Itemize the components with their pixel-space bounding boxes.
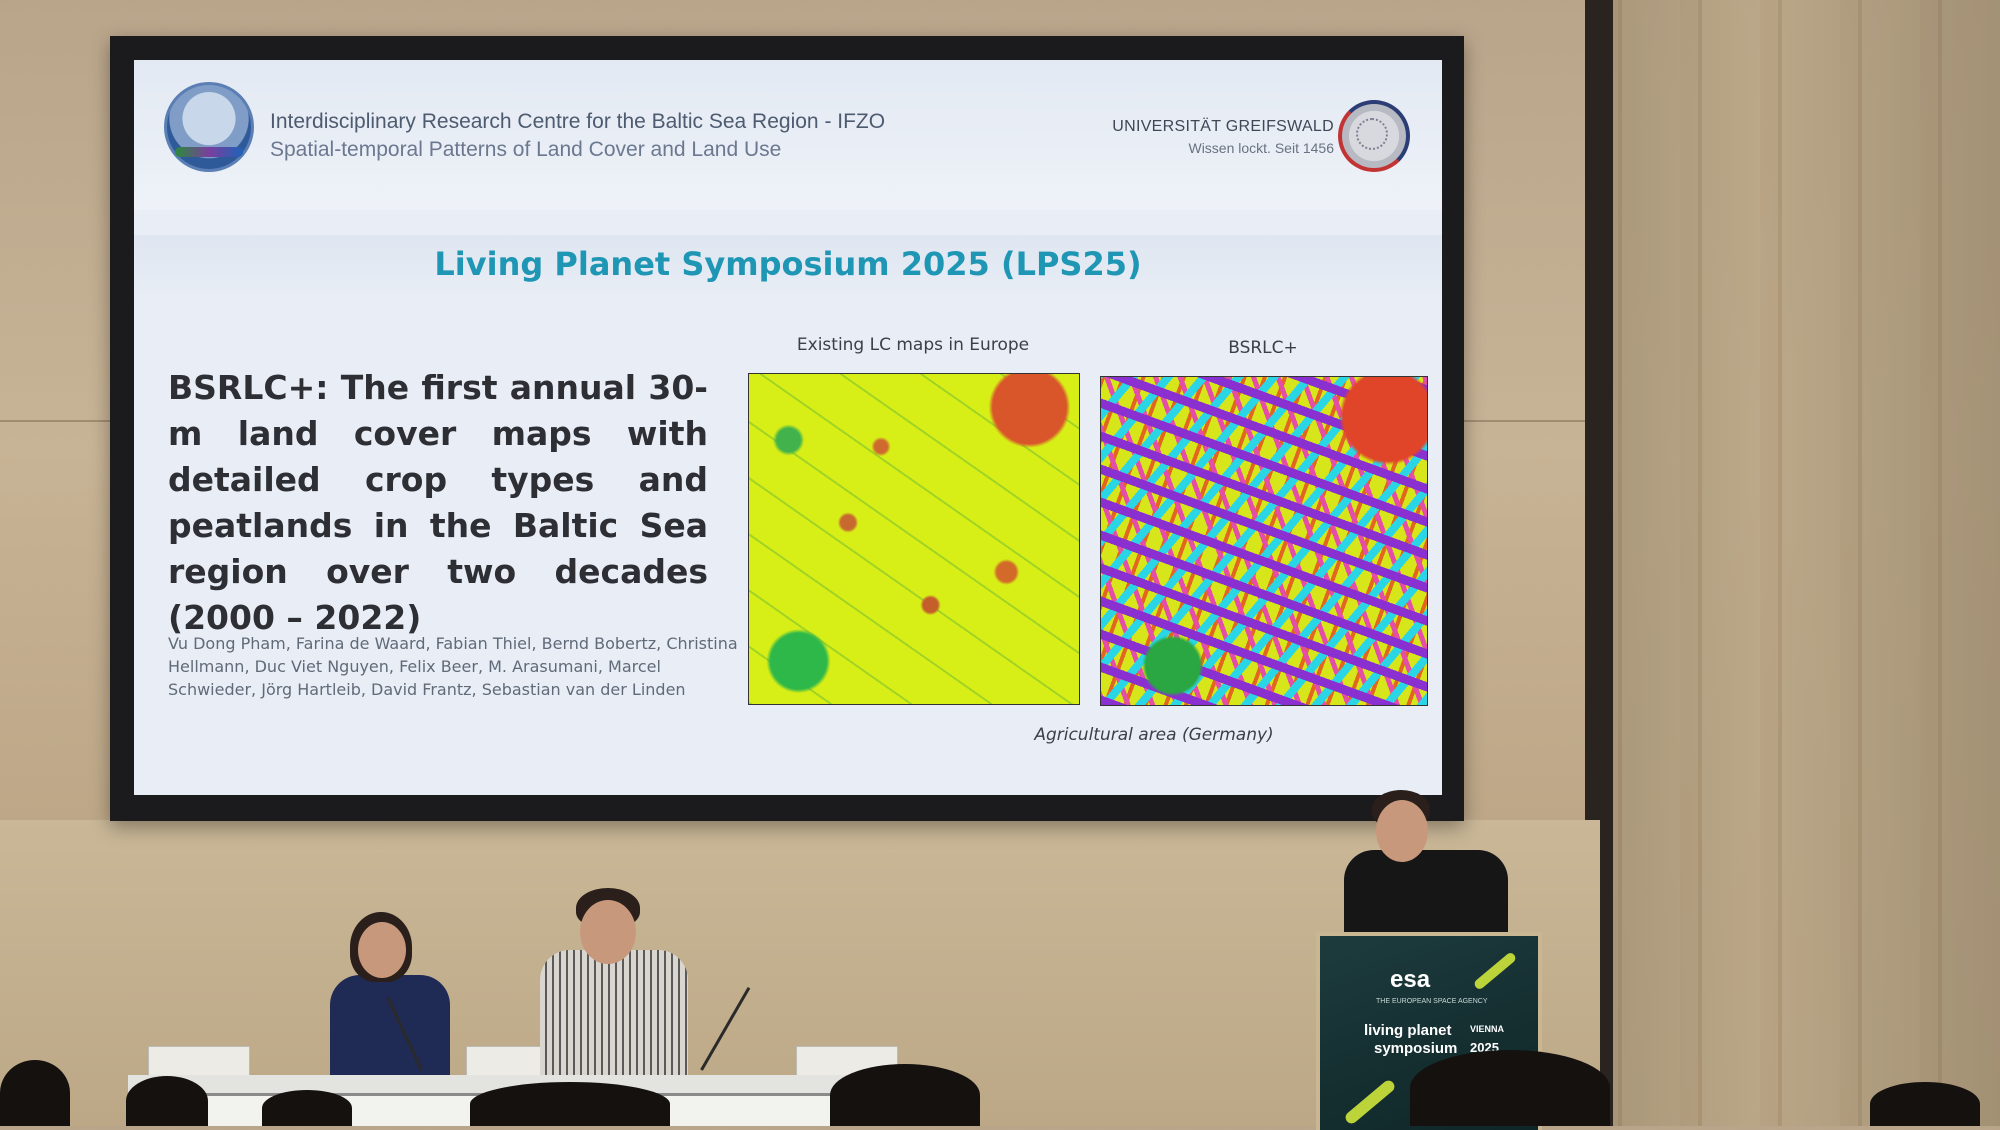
- title-band: [134, 235, 1442, 297]
- presentation-slide: Interdisciplinary Research Centre for th…: [134, 60, 1442, 795]
- map-caption: Agricultural area (Germany): [1034, 725, 1274, 745]
- audience-head: [1870, 1082, 1980, 1126]
- map-right-label: BSRLC+: [1228, 338, 1298, 358]
- slide-main-text: BSRLC+: The first annual 30-m land cover…: [168, 368, 708, 637]
- podium-graphic: [1343, 1078, 1397, 1126]
- audience-head: [0, 1060, 70, 1126]
- slide-title: Living Planet Symposium 2025 (LPS25): [434, 245, 1142, 283]
- map-left-label: Existing LC maps in Europe: [796, 335, 1030, 355]
- podium-city: VIENNA: [1470, 1024, 1505, 1034]
- university-seal-icon: [1338, 100, 1410, 172]
- existing-lc-map-image: [748, 373, 1080, 705]
- podium-event-line1: living planet: [1364, 1022, 1452, 1039]
- podium-event-line2: symposium: [1374, 1040, 1458, 1057]
- audience-head: [470, 1082, 670, 1126]
- bsrlc-map-image: [1100, 376, 1428, 706]
- laptop: [148, 1046, 250, 1078]
- author-list: Vu Dong Pham, Farina de Waard, Fabian Th…: [168, 634, 738, 699]
- ifzo-logo-icon: [164, 82, 254, 172]
- university-motto: Wissen lockt. Seit 1456: [1188, 140, 1334, 156]
- audience-head: [126, 1076, 208, 1126]
- audience-head: [830, 1064, 980, 1126]
- podium-graphic: [1472, 951, 1518, 991]
- audience-head: [1410, 1050, 1610, 1126]
- university-name: UNIVERSITÄT GREIFSWALD: [1112, 118, 1334, 135]
- audience-head: [262, 1090, 352, 1126]
- header-institute: Interdisciplinary Research Centre for th…: [270, 110, 886, 133]
- esa-logo: esa: [1390, 966, 1431, 993]
- slide-header: [134, 60, 1442, 210]
- esa-agency-text: THE EUROPEAN SPACE AGENCY: [1376, 998, 1488, 1005]
- side-wall: [1600, 0, 2000, 1126]
- header-subtitle: Spatial-temporal Patterns of Land Cover …: [270, 138, 782, 161]
